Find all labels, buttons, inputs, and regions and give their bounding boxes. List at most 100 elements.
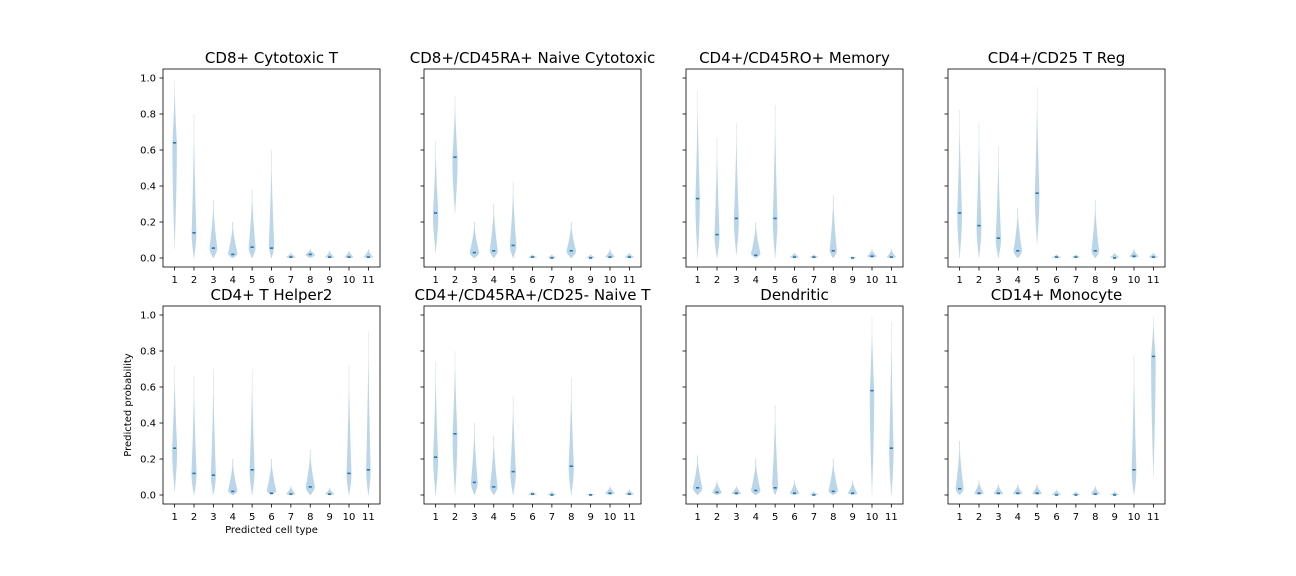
violin-8 xyxy=(1090,486,1100,495)
violin-2 xyxy=(452,351,458,495)
x-tick-label: 6 xyxy=(268,275,274,286)
x-tick-label: 2 xyxy=(976,275,982,286)
x-tick-label: 5 xyxy=(772,275,778,286)
x-tick-label: 9 xyxy=(587,275,593,286)
y-tick-label: 0.2 xyxy=(140,455,156,466)
x-tick-label: 5 xyxy=(249,275,255,286)
panel-title: CD14+ Monocyte xyxy=(991,286,1122,304)
x-tick-label: 3 xyxy=(733,275,739,286)
x-tick-label: 9 xyxy=(849,275,855,286)
violin-11 xyxy=(363,249,374,258)
x-tick-label: 1 xyxy=(694,512,700,523)
panel-5: 1 2 3 4 5 6 7 8 9 10 11 0.0 0.2 0.4 0.6 0.8 1.0 CD4+ T He… xyxy=(123,286,381,536)
x-tick-label: 5 xyxy=(510,275,516,286)
x-tick-label: 10 xyxy=(343,275,356,286)
violin-1 xyxy=(172,365,178,492)
violin-5 xyxy=(249,369,255,495)
violin-11 xyxy=(886,249,897,258)
x-tick-label: 6 xyxy=(791,512,797,523)
violin-4 xyxy=(1013,207,1022,258)
panel-7: 1 2 3 4 5 6 7 8 9 10 11 Dendritic xyxy=(682,286,904,523)
x-tick-label: 10 xyxy=(1128,512,1141,523)
x-tick-label: 8 xyxy=(307,275,313,286)
x-tick-label: 4 xyxy=(753,512,759,523)
x-tick-label: 6 xyxy=(791,275,797,286)
panel-title: Dendritic xyxy=(760,286,828,304)
violin-5 xyxy=(1034,87,1040,244)
y-tick-label: 0.0 xyxy=(140,491,156,502)
violin-7 xyxy=(547,491,557,495)
violin-2 xyxy=(714,137,720,258)
y-tick-label: 0.6 xyxy=(140,146,156,157)
x-tick-label: 3 xyxy=(471,512,477,523)
x-tick-label: 6 xyxy=(1053,512,1059,523)
x-tick-label: 1 xyxy=(171,275,177,286)
x-tick-label: 8 xyxy=(1092,512,1098,523)
x-tick-label: 10 xyxy=(866,275,879,286)
violin-9 xyxy=(1109,252,1120,258)
y-tick-label: 0.8 xyxy=(140,110,156,121)
x-tick-label: 3 xyxy=(210,512,216,523)
x-tick-label: 6 xyxy=(1053,275,1059,286)
violin-7 xyxy=(809,254,819,258)
y-tick-label: 0.8 xyxy=(140,347,156,358)
violin-1 xyxy=(433,361,439,495)
y-tick-label: 0.4 xyxy=(140,182,156,193)
violin-1 xyxy=(172,79,177,249)
x-tick-label: 5 xyxy=(249,512,255,523)
y-axis-label: Predicted probability xyxy=(123,353,134,457)
panel-8: 1 2 3 4 5 6 7 8 9 10 11 CD14+ Monocyte xyxy=(944,286,1166,523)
violin-6 xyxy=(1051,254,1062,258)
x-tick-label: 7 xyxy=(1073,275,1079,286)
x-tick-label: 11 xyxy=(623,275,636,286)
x-tick-label: 11 xyxy=(1147,275,1160,286)
violin-5 xyxy=(510,396,516,495)
violin-9 xyxy=(1109,491,1120,495)
x-tick-label: 9 xyxy=(1111,275,1117,286)
x-tick-label: 6 xyxy=(268,512,274,523)
x-tick-label: 7 xyxy=(549,275,555,286)
x-tick-label: 7 xyxy=(811,275,817,286)
violin-2 xyxy=(712,480,722,495)
x-tick-label: 4 xyxy=(230,275,236,286)
panel-title: CD8+/CD45RA+ Naive Cytotoxic xyxy=(410,49,655,67)
violin-1 xyxy=(695,90,700,258)
violin-8 xyxy=(828,459,838,495)
violin-8 xyxy=(305,249,315,258)
x-tick-label: 5 xyxy=(1034,275,1040,286)
violin-3 xyxy=(731,486,742,495)
x-tick-label: 10 xyxy=(1128,275,1141,286)
violin-3 xyxy=(210,369,216,495)
x-tick-label: 1 xyxy=(956,512,962,523)
violin-7 xyxy=(286,486,296,495)
violin-10 xyxy=(605,249,615,258)
violin-3 xyxy=(469,222,480,258)
x-tick-label: 8 xyxy=(307,512,313,523)
x-tick-label: 7 xyxy=(811,512,817,523)
x-tick-label: 3 xyxy=(210,275,216,286)
violin-6 xyxy=(527,491,538,495)
x-tick-label: 8 xyxy=(1092,275,1098,286)
panel-6: 1 2 3 4 5 6 7 8 9 10 11 CD4+/CD45RA+/CD25- Naive T xyxy=(415,286,652,523)
violin-8 xyxy=(566,222,576,258)
violin-8 xyxy=(305,450,315,495)
violin-6 xyxy=(527,254,538,258)
violin-3 xyxy=(993,484,1004,495)
violin-5 xyxy=(248,189,256,258)
x-tick-label: 2 xyxy=(452,275,458,286)
violin-10 xyxy=(1129,249,1139,258)
violin-3 xyxy=(471,423,478,495)
x-tick-label: 7 xyxy=(1073,512,1079,523)
violin-4 xyxy=(228,459,238,495)
violin-7 xyxy=(286,252,296,258)
violin-10 xyxy=(1131,354,1137,495)
violin-9 xyxy=(847,256,858,258)
panel-title: CD4+/CD45RA+/CD25- Naive T xyxy=(415,286,652,304)
violin-2 xyxy=(974,480,984,495)
violin-7 xyxy=(809,491,819,495)
x-tick-label: 10 xyxy=(866,512,879,523)
violin-4 xyxy=(489,435,498,495)
violin-6 xyxy=(789,480,800,495)
x-tick-label: 5 xyxy=(510,512,516,523)
x-tick-label: 6 xyxy=(529,512,535,523)
